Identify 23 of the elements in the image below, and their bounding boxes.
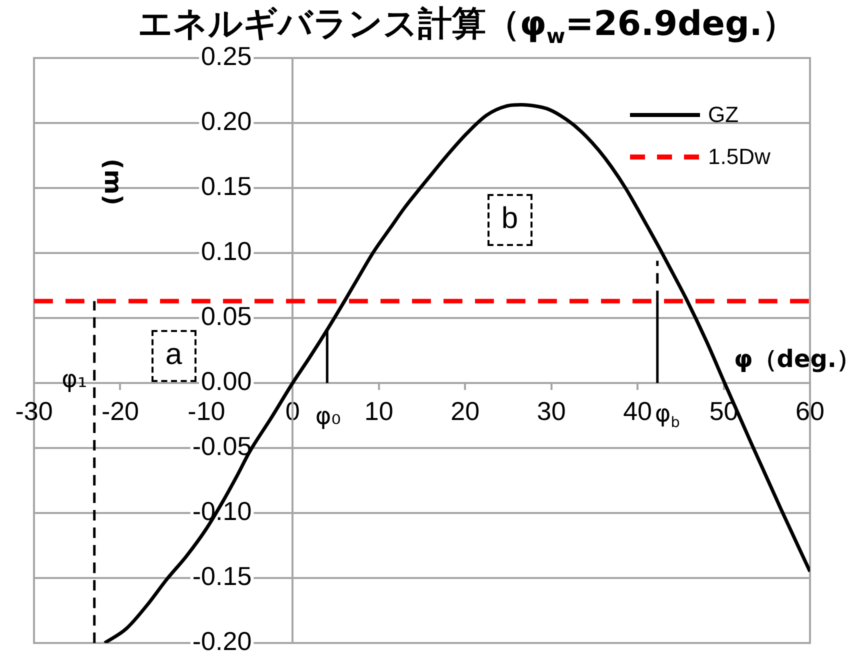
x-tick-label: 30 xyxy=(536,396,566,426)
annotation: φ$_{b}$ xyxy=(654,399,680,432)
y-tick-label: 0.20 xyxy=(201,106,252,136)
x-tick-label: -30 xyxy=(15,396,53,426)
y-tick-label: -0.20 xyxy=(192,626,252,656)
x-tick-label: 40 xyxy=(623,396,652,426)
x-axis-title: φ（deg.） xyxy=(734,345,853,373)
annotation: φ₁ xyxy=(62,365,88,393)
legend-label: 1.5Dw xyxy=(708,144,770,169)
x-tick-label: 60 xyxy=(796,396,824,426)
annotation: φ₀ xyxy=(315,402,341,430)
x-tick-label: 20 xyxy=(450,396,480,426)
y-axis-title: (m) xyxy=(99,158,127,206)
y-tick-label: 0.10 xyxy=(201,236,252,266)
y-tick-label: -0.15 xyxy=(192,561,252,592)
y-tick-label: 0.05 xyxy=(201,301,252,332)
y-tick-label: 0.15 xyxy=(201,171,252,202)
legend-label: GZ xyxy=(708,102,739,127)
x-tick-label: -20 xyxy=(101,396,140,426)
x-tick-label: 10 xyxy=(364,396,394,426)
y-tick-label: -0.05 xyxy=(192,431,252,462)
x-tick-label: -10 xyxy=(188,396,226,426)
y-tick-label: 0.00 xyxy=(201,366,252,396)
